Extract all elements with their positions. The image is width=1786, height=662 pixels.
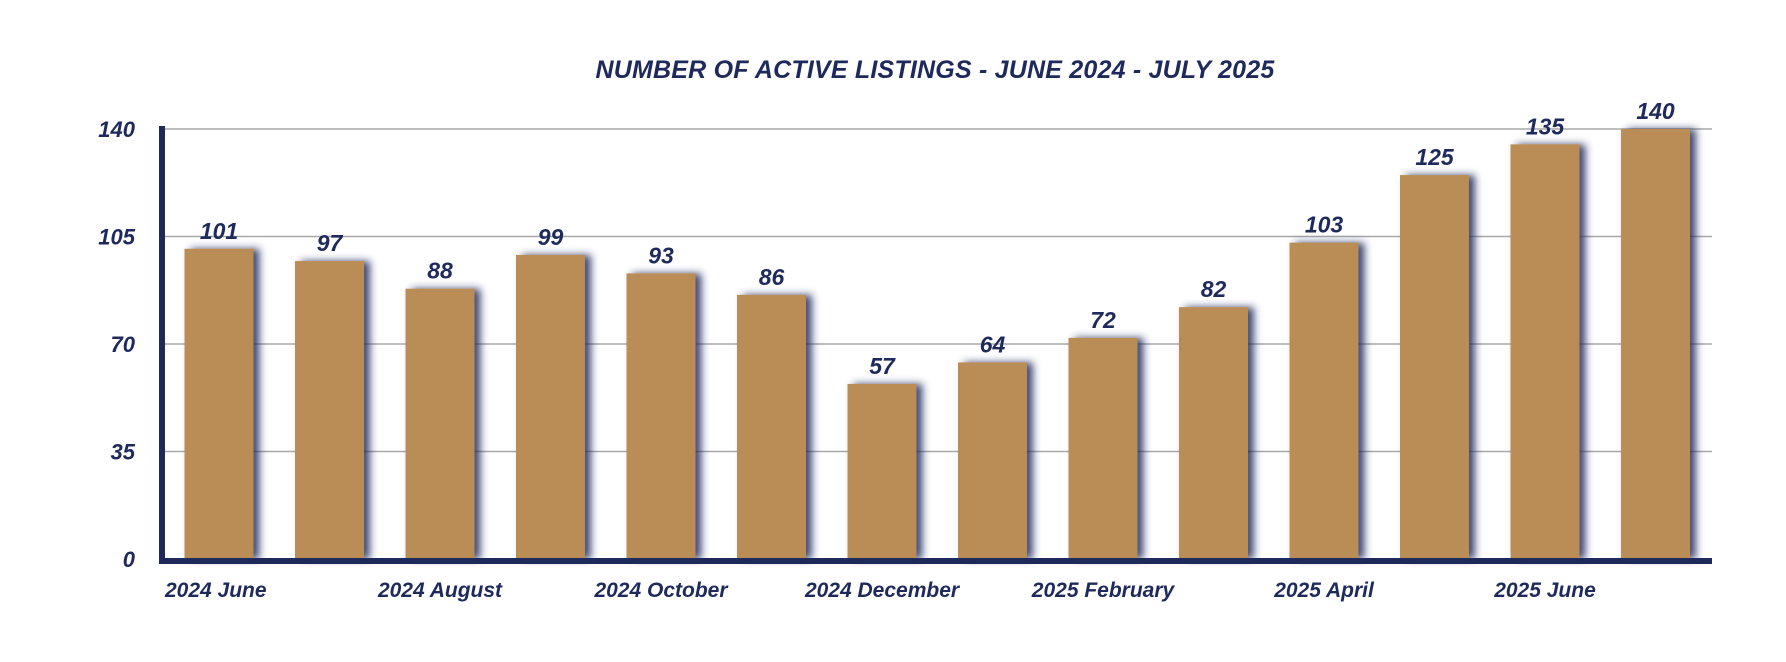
x-tick-label: 2025 June bbox=[1493, 579, 1596, 602]
x-tick-label: 2025 February bbox=[1031, 579, 1176, 602]
data-label: 125 bbox=[1415, 144, 1455, 170]
bar bbox=[847, 383, 917, 559]
data-label: 82 bbox=[1201, 276, 1227, 302]
x-tick-label: 2024 October bbox=[593, 579, 729, 602]
chart-title: NUMBER OF ACTIVE LISTINGS - JUNE 2024 - … bbox=[595, 56, 1275, 84]
bar bbox=[1179, 307, 1248, 559]
bar bbox=[1510, 144, 1580, 559]
y-tick-label: 0 bbox=[123, 547, 136, 572]
x-tick-label: 2024 August bbox=[377, 579, 503, 602]
bar bbox=[1400, 175, 1469, 560]
data-label: 72 bbox=[1090, 307, 1116, 333]
y-tick-label: 70 bbox=[111, 332, 136, 357]
data-label: 64 bbox=[980, 331, 1006, 357]
bar bbox=[295, 261, 364, 559]
data-label: 97 bbox=[317, 230, 344, 256]
data-label: 99 bbox=[538, 224, 564, 250]
bar bbox=[405, 288, 475, 559]
data-label: 57 bbox=[869, 353, 896, 379]
x-tick-label: 2024 December bbox=[804, 579, 961, 602]
bar bbox=[737, 294, 806, 559]
y-tick-label: 35 bbox=[111, 440, 136, 465]
y-tick-label: 140 bbox=[98, 117, 135, 142]
data-label: 88 bbox=[427, 258, 453, 284]
bar bbox=[626, 273, 696, 559]
x-tick-label: 2024 June bbox=[164, 579, 267, 602]
axes bbox=[159, 126, 1712, 564]
labels: 0 35 70 105 140 101 97 88 99 93 86 57 64 72 82 103 125 13… bbox=[98, 98, 1675, 602]
bar bbox=[516, 254, 585, 559]
data-label: 93 bbox=[648, 242, 674, 268]
data-label: 135 bbox=[1526, 113, 1566, 139]
data-label: 101 bbox=[200, 218, 238, 244]
x-tick-label: 2025 April bbox=[1273, 579, 1375, 602]
bar bbox=[1289, 242, 1359, 559]
bar bbox=[958, 362, 1027, 559]
bar bbox=[1068, 337, 1138, 559]
bars bbox=[184, 129, 1690, 560]
y-tick-label: 105 bbox=[98, 225, 135, 250]
bar bbox=[184, 248, 254, 560]
bar bbox=[1621, 129, 1690, 559]
data-label: 140 bbox=[1636, 98, 1675, 124]
grid-lines bbox=[162, 128, 1712, 453]
data-label: 86 bbox=[759, 264, 785, 290]
data-label: 103 bbox=[1305, 212, 1344, 238]
